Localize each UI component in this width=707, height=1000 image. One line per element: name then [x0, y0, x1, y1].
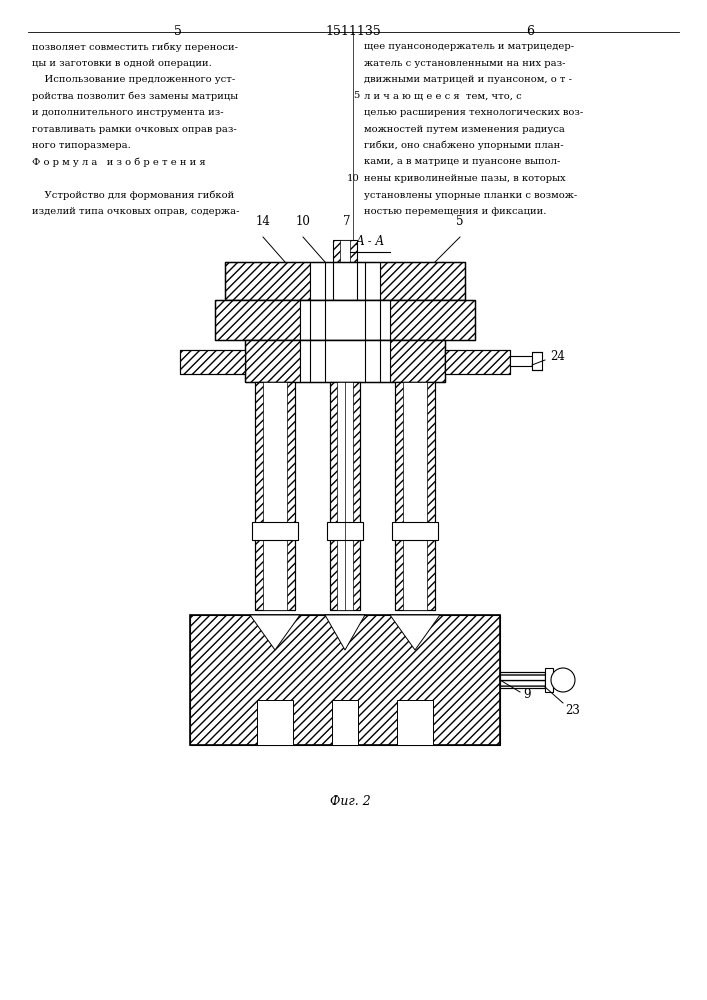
Bar — [403, 382, 427, 610]
Text: жатель с установленными на них раз-: жатель с установленными на них раз- — [364, 58, 566, 68]
Text: ками, а в матрице и пуансоне выпол-: ками, а в матрице и пуансоне выпол- — [364, 157, 561, 166]
Bar — [255, 382, 295, 610]
Bar — [510, 356, 532, 366]
Text: нены криволинейные пазы, в которых: нены криволинейные пазы, в которых — [364, 174, 566, 183]
Bar — [190, 615, 500, 745]
Text: 5: 5 — [354, 92, 360, 101]
Text: 10: 10 — [296, 215, 310, 228]
Text: 7: 7 — [344, 215, 351, 228]
Text: установлены упорные планки с возмож-: установлены упорные планки с возмож- — [364, 190, 577, 200]
Text: 1511135: 1511135 — [326, 25, 381, 38]
Bar — [257, 700, 293, 745]
Bar — [395, 382, 435, 610]
Bar — [380, 262, 465, 300]
Text: гибки, оно снабжено упорными план-: гибки, оно снабжено упорными план- — [364, 141, 563, 150]
Polygon shape — [325, 615, 365, 650]
Text: позволяет совместить гибку переноси-: позволяет совместить гибку переноси- — [32, 42, 238, 51]
Text: 5: 5 — [456, 215, 464, 228]
Bar — [392, 522, 438, 540]
Bar — [445, 350, 510, 374]
Bar — [225, 262, 465, 300]
Text: 10: 10 — [347, 174, 360, 183]
Circle shape — [551, 668, 575, 692]
Text: А - А: А - А — [356, 235, 385, 248]
Text: 6: 6 — [526, 25, 534, 38]
Bar — [300, 340, 390, 382]
Bar — [180, 350, 245, 374]
Bar — [252, 522, 298, 540]
Bar — [532, 352, 542, 370]
Bar — [500, 672, 545, 688]
Text: готавливать рамки очковых оправ раз-: готавливать рамки очковых оправ раз- — [32, 124, 237, 133]
Text: 23: 23 — [565, 704, 580, 716]
Text: 24: 24 — [550, 351, 565, 363]
Bar — [300, 300, 390, 340]
Bar — [395, 382, 435, 610]
Bar — [225, 262, 310, 300]
Polygon shape — [250, 615, 300, 650]
Bar — [337, 382, 353, 610]
Bar — [397, 700, 433, 745]
Bar — [245, 340, 300, 382]
Bar — [215, 300, 475, 340]
Polygon shape — [390, 615, 440, 650]
Bar — [330, 382, 360, 610]
Bar — [310, 262, 380, 300]
Text: щее пуансонодержатель и матрицедер-: щее пуансонодержатель и матрицедер- — [364, 42, 574, 51]
Text: цы и заготовки в одной операции.: цы и заготовки в одной операции. — [32, 58, 212, 68]
Text: изделий типа очковых оправ, содержа-: изделий типа очковых оправ, содержа- — [32, 207, 240, 216]
Text: ного типоразмера.: ного типоразмера. — [32, 141, 131, 150]
Text: движными матрицей и пуансоном, о т -: движными матрицей и пуансоном, о т - — [364, 75, 572, 84]
Text: целью расширения технологических воз-: целью расширения технологических воз- — [364, 108, 583, 117]
Bar — [327, 522, 363, 540]
Text: Использование предложенного уст-: Использование предложенного уст- — [32, 75, 235, 84]
Text: Ф о р м у л а   и з о б р е т е н и я: Ф о р м у л а и з о б р е т е н и я — [32, 157, 206, 167]
Bar — [332, 700, 358, 745]
Text: Фиг. 2: Фиг. 2 — [329, 795, 370, 808]
Text: л и ч а ю щ е е с я  тем, что, с: л и ч а ю щ е е с я тем, что, с — [364, 92, 522, 101]
Text: и дополнительного инструмента из-: и дополнительного инструмента из- — [32, 108, 223, 117]
Bar — [445, 350, 510, 374]
Text: ройства позволит без замены матрицы: ройства позволит без замены матрицы — [32, 92, 238, 101]
Bar — [330, 382, 360, 610]
Bar — [263, 382, 287, 610]
Bar — [390, 300, 475, 340]
Bar — [500, 672, 545, 688]
Bar — [340, 240, 350, 262]
Bar — [180, 350, 245, 374]
Bar — [215, 300, 300, 340]
Text: ностью перемещения и фиксации.: ностью перемещения и фиксации. — [364, 207, 547, 216]
Bar — [190, 615, 500, 745]
Bar — [245, 340, 445, 382]
Text: 9: 9 — [523, 688, 530, 702]
Text: 14: 14 — [255, 215, 271, 228]
Text: Устройство для формования гибкой: Устройство для формования гибкой — [32, 190, 234, 200]
Bar — [333, 240, 357, 262]
Text: можностей путем изменения радиуса: можностей путем изменения радиуса — [364, 124, 565, 133]
Bar — [390, 340, 445, 382]
Text: 5: 5 — [174, 25, 182, 38]
Bar — [255, 382, 295, 610]
Bar — [545, 668, 553, 692]
